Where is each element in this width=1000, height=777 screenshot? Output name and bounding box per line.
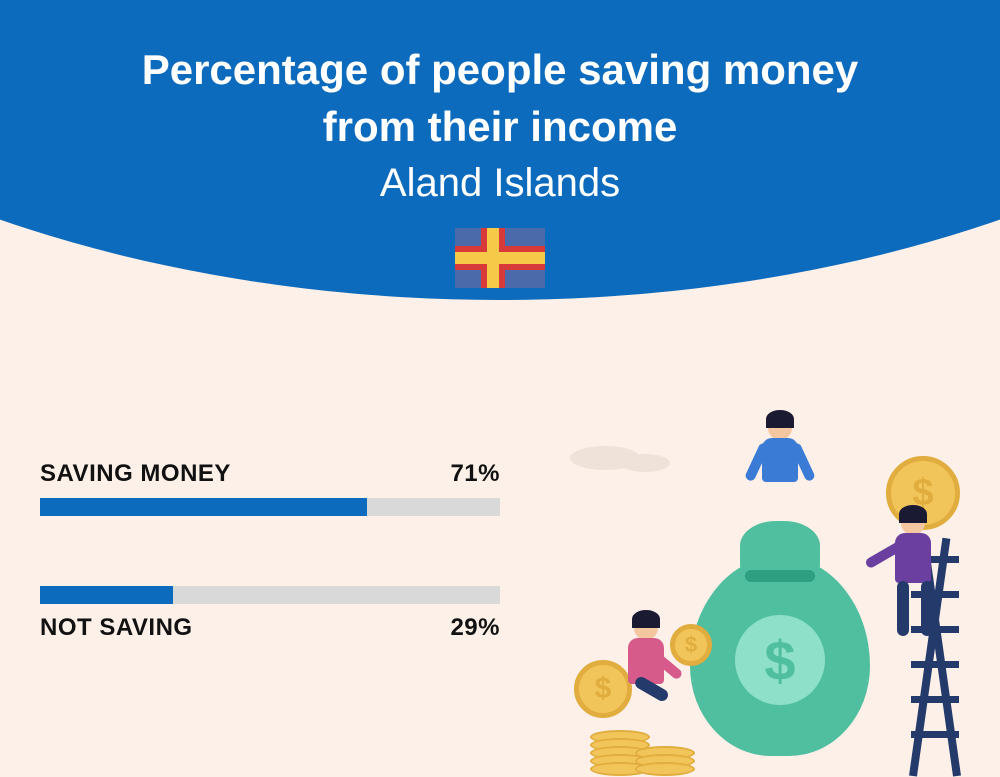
savings-illustration: $ $ $ $ bbox=[560, 426, 980, 776]
savings-bar-chart: SAVING MONEY 71% NOT SAVING 29% bbox=[40, 460, 500, 712]
bar-label-row: NOT SAVING 29% bbox=[40, 614, 500, 642]
page-title: Percentage of people saving money from t… bbox=[0, 42, 1000, 155]
bar-label: SAVING MONEY bbox=[40, 460, 231, 488]
bar-not-saving: NOT SAVING 29% bbox=[40, 586, 500, 642]
coin-stack-icon bbox=[635, 752, 695, 776]
bar-saving-money: SAVING MONEY 71% bbox=[40, 460, 500, 516]
coin-icon: $ bbox=[670, 624, 712, 666]
bar-track bbox=[40, 498, 500, 516]
bar-fill bbox=[40, 586, 173, 604]
bag-tie bbox=[745, 570, 815, 582]
bar-track bbox=[40, 586, 500, 604]
bar-label: NOT SAVING bbox=[40, 614, 193, 642]
money-bag-icon: $ bbox=[690, 556, 870, 756]
aland-flag-icon bbox=[455, 228, 545, 288]
header: Percentage of people saving money from t… bbox=[0, 0, 1000, 288]
title-line-2: from their income bbox=[323, 103, 678, 150]
dollar-sign-icon: $ bbox=[735, 615, 825, 705]
cloud-icon bbox=[620, 454, 670, 472]
page-subtitle: Aland Islands bbox=[0, 161, 1000, 206]
bar-label-row: SAVING MONEY 71% bbox=[40, 460, 500, 488]
person-top-icon bbox=[750, 416, 810, 506]
person-right-icon bbox=[885, 511, 945, 641]
title-line-1: Percentage of people saving money bbox=[142, 46, 859, 93]
bar-value: 71% bbox=[450, 460, 500, 488]
bar-fill bbox=[40, 498, 367, 516]
bar-value: 29% bbox=[450, 614, 500, 642]
